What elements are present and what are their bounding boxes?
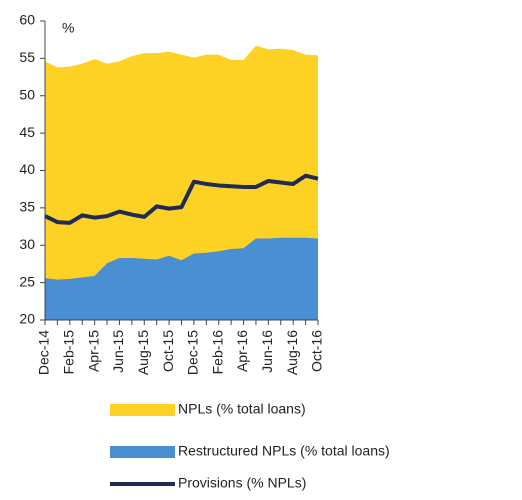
y-tick-label: 35 xyxy=(19,199,35,215)
x-tick-label: Aug-15 xyxy=(135,330,151,375)
y-tick-label: 60 xyxy=(19,12,35,28)
y-tick-label: 45 xyxy=(19,124,35,140)
x-tick-label: Apr-15 xyxy=(85,330,101,372)
y-tick-label: 20 xyxy=(19,311,35,327)
x-tick-label: Oct-15 xyxy=(160,330,176,372)
line xyxy=(44,173,319,225)
x-tick-label: Dec-15 xyxy=(185,330,201,375)
legend-label: Provisions (% NPLs) xyxy=(178,475,306,491)
x-tick-label: Oct-16 xyxy=(309,330,325,372)
y-tick-label: 25 xyxy=(19,273,35,289)
legend-label: NPLs (% total loans) xyxy=(178,401,306,417)
legend-label: Restructured NPLs (% total loans) xyxy=(178,443,390,459)
x-tick-label: Feb-16 xyxy=(209,330,225,375)
x-tick-label: Apr-16 xyxy=(234,330,250,372)
x-tick-label: Dec-14 xyxy=(36,330,52,375)
x-tick-label: Jun-15 xyxy=(110,330,126,373)
legend-swatch xyxy=(110,446,175,458)
y-tick-label: 30 xyxy=(19,236,35,252)
x-tick-label: Jun-16 xyxy=(259,330,275,373)
legend-swatch xyxy=(110,404,175,416)
unit-annotation: % xyxy=(62,20,74,36)
x-tick-label: Feb-15 xyxy=(61,330,77,375)
area xyxy=(45,237,318,320)
x-tick-label: Aug-16 xyxy=(284,330,300,375)
y-tick-label: 40 xyxy=(19,161,35,177)
y-tick-label: 50 xyxy=(19,86,35,102)
y-tick-label: 55 xyxy=(19,49,35,65)
